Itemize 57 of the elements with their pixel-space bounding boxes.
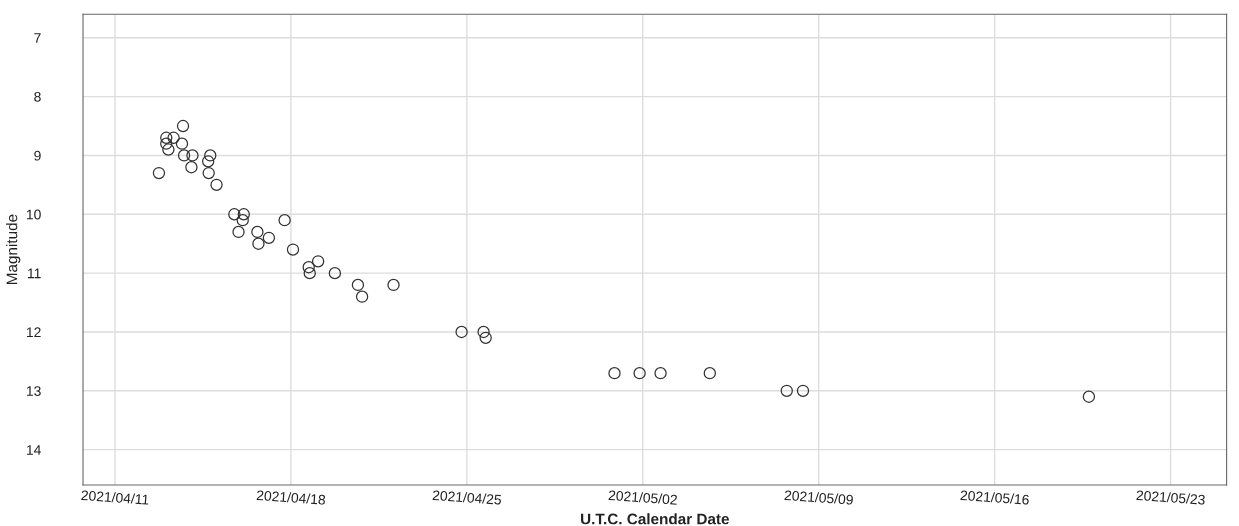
point	[201, 155, 215, 168]
x-tick-label: 2021/05/09	[784, 489, 854, 505]
point	[703, 366, 716, 380]
point	[633, 366, 646, 380]
point	[1082, 390, 1096, 403]
point	[175, 137, 189, 150]
point	[302, 261, 315, 274]
x-tick-label: 2021/05/16	[960, 489, 1030, 505]
y-tick-label: 12	[26, 327, 41, 337]
point	[796, 384, 810, 397]
point	[186, 149, 199, 162]
point	[204, 149, 217, 162]
x-tick-label: 2021/04/11	[81, 489, 149, 505]
point	[654, 366, 667, 380]
y-tick-label: 7	[34, 33, 41, 43]
point	[251, 225, 264, 239]
point	[780, 384, 793, 397]
point	[162, 143, 175, 156]
y-tick-label: 13	[26, 386, 41, 396]
point	[252, 237, 265, 250]
x-tick-label: 2021/05/02	[608, 489, 678, 505]
y-tick-label: 14	[26, 445, 41, 455]
point	[355, 290, 369, 303]
y-axis-title: Magnitude	[6, 214, 21, 284]
y-tick-label: 9	[34, 150, 41, 161]
point	[167, 131, 180, 144]
point	[262, 231, 276, 244]
point	[236, 213, 249, 227]
x-axis-title: U.T.C. Calendar Date	[581, 513, 729, 525]
point	[351, 278, 365, 292]
point	[177, 149, 191, 162]
point	[232, 225, 245, 239]
point	[160, 137, 173, 150]
point	[237, 208, 250, 221]
point	[176, 119, 190, 133]
point	[278, 213, 291, 227]
point	[608, 366, 621, 380]
point	[455, 325, 468, 339]
point	[160, 131, 173, 144]
x-tick-label: 2021/04/25	[432, 489, 502, 505]
point	[152, 166, 166, 180]
point	[328, 266, 342, 280]
point	[185, 161, 198, 174]
y-tick-label: 10	[26, 209, 41, 220]
point	[303, 266, 316, 280]
x-tick-label: 2021/05/23	[1136, 489, 1206, 505]
point	[479, 331, 492, 345]
point	[228, 208, 241, 221]
y-tick-label: 11	[27, 268, 41, 279]
point	[286, 243, 300, 256]
point	[311, 255, 325, 268]
point	[210, 178, 223, 192]
point	[202, 166, 215, 180]
point	[477, 325, 490, 339]
y-tick-label: 8	[34, 91, 41, 102]
x-tick-label: 2021/04/18	[256, 489, 326, 505]
point	[387, 278, 400, 292]
